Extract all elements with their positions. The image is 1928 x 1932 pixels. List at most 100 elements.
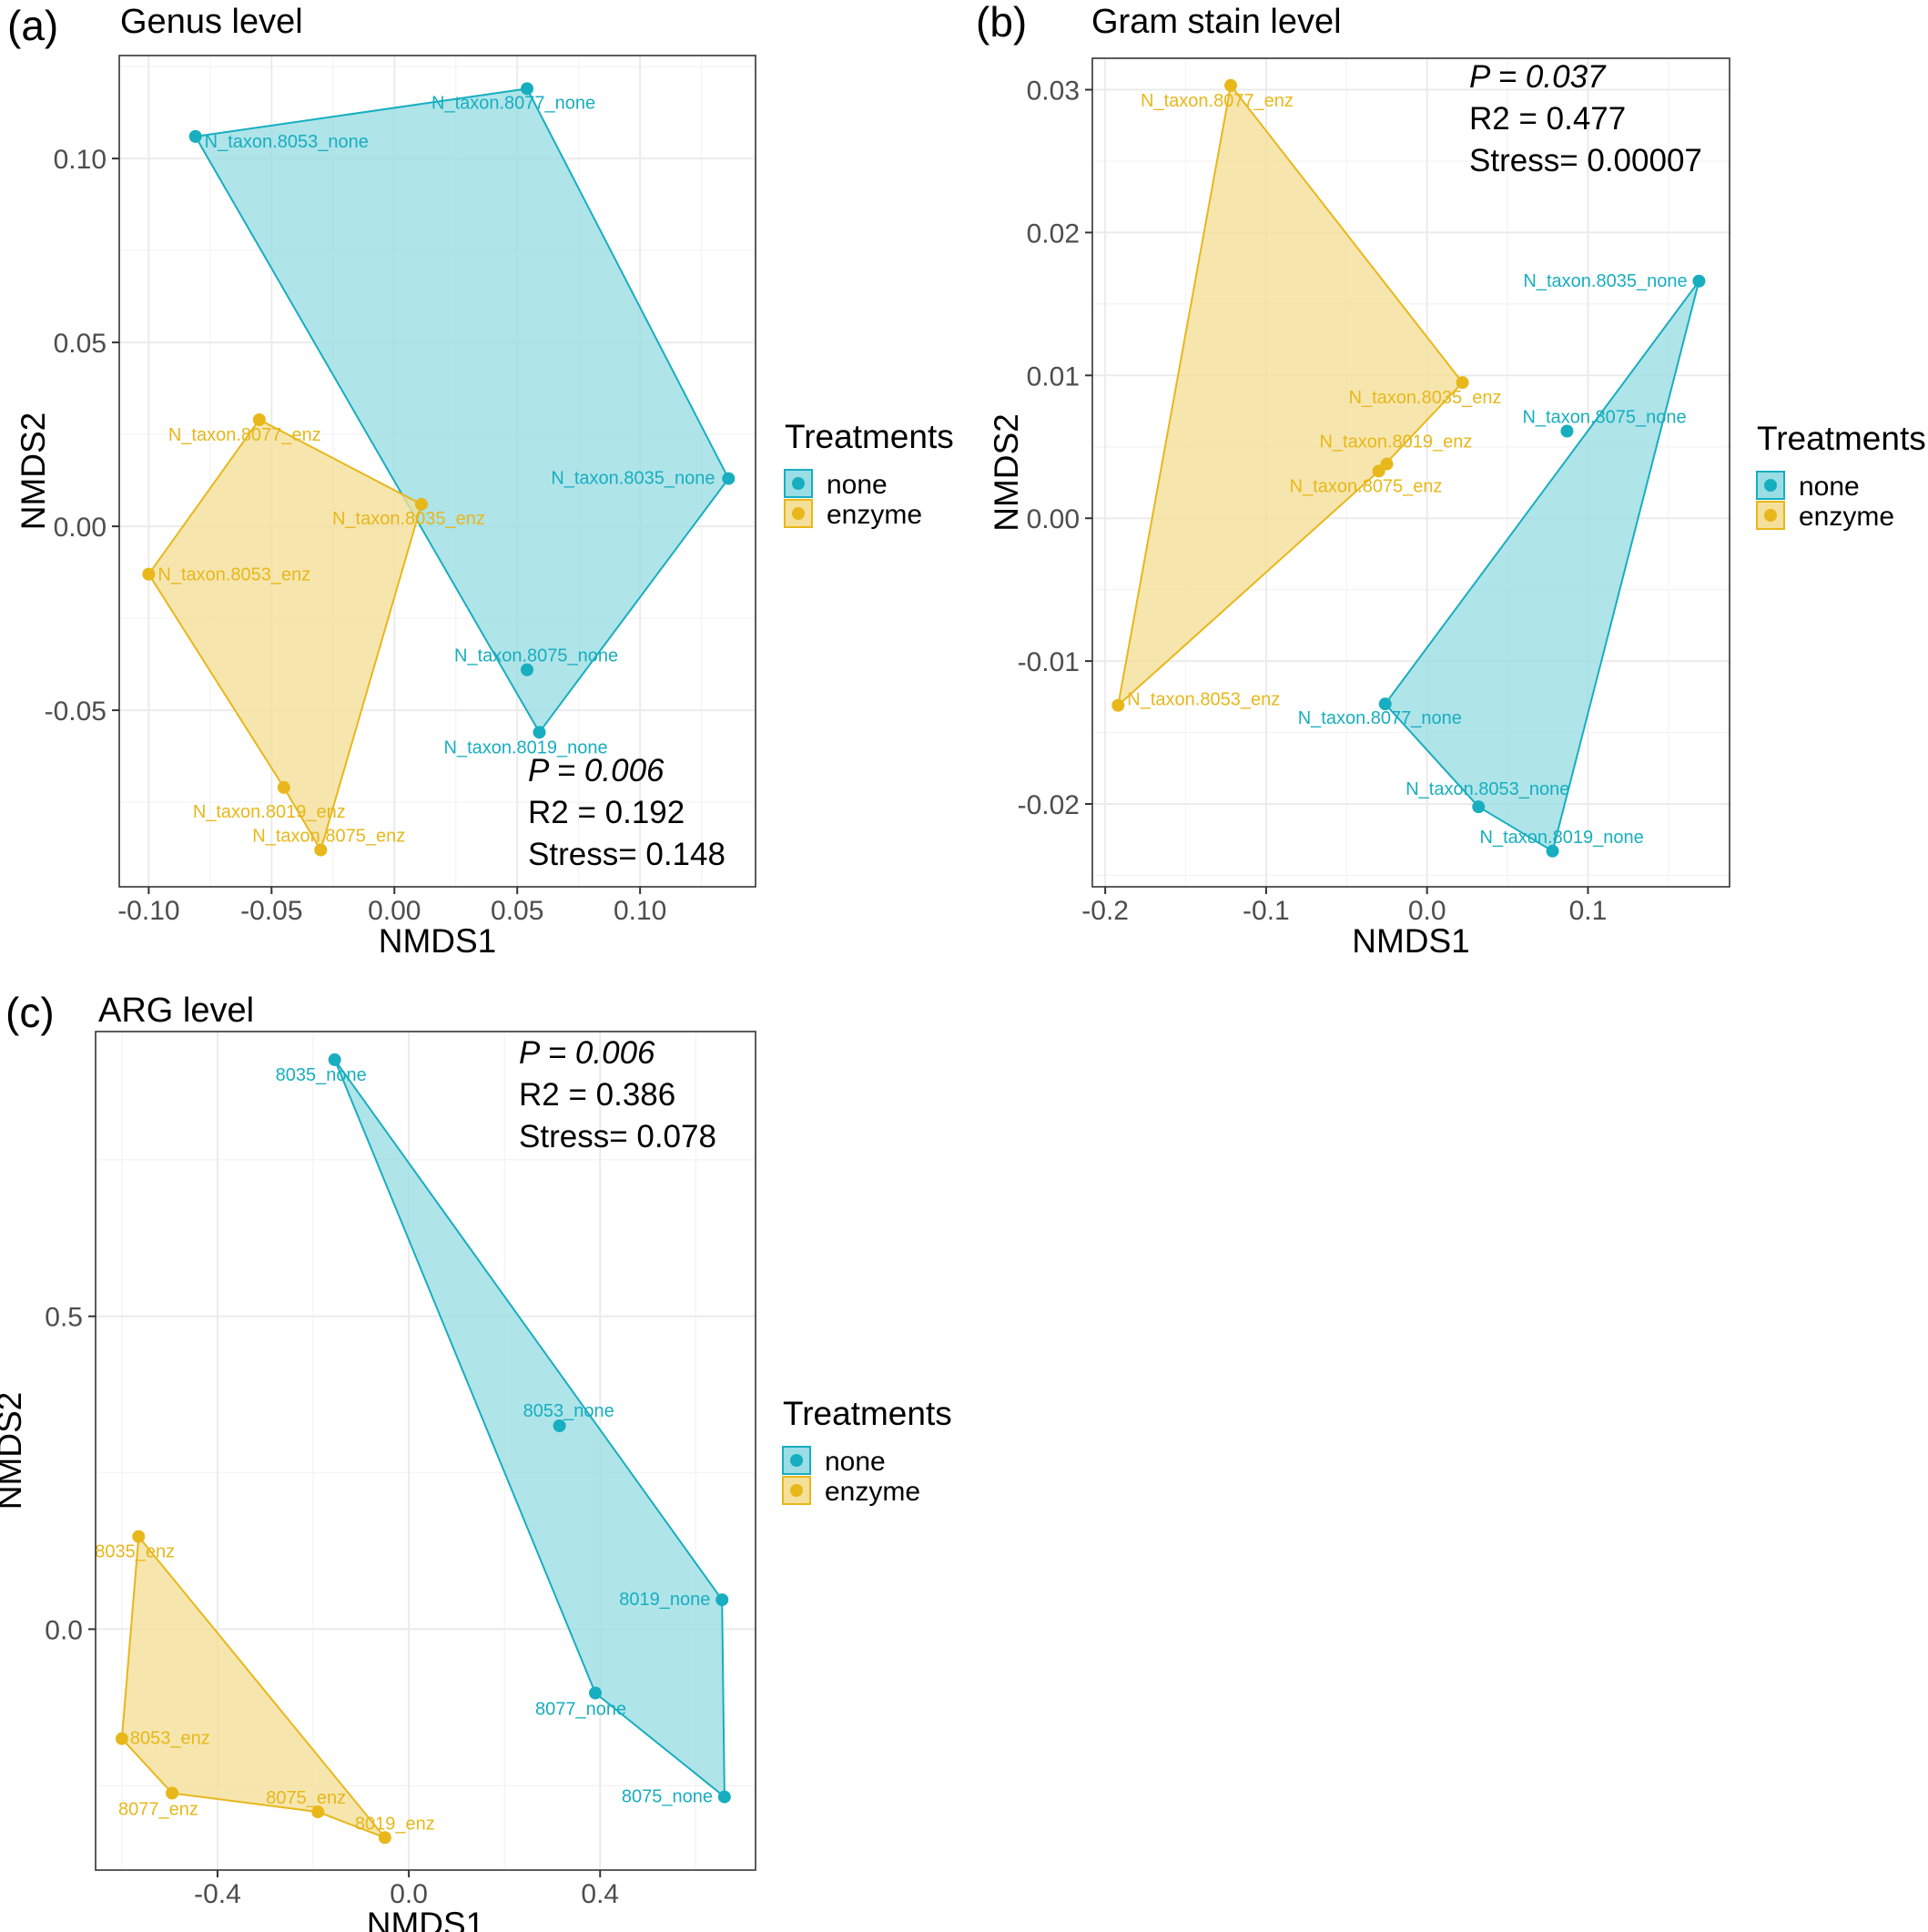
point-label: 8035_enz: [95, 1542, 175, 1562]
data-point-none: [1546, 844, 1559, 858]
point-label: N_taxon.8077_enz: [1141, 91, 1294, 111]
point-label: N_taxon.8019_none: [1480, 828, 1644, 848]
data-point-enzyme: [132, 1530, 146, 1543]
data-point-enzyme: [1372, 464, 1385, 478]
legend-key-dot-none: [792, 477, 805, 490]
plot-border: [95, 1031, 756, 1871]
legend-key-dot-enzyme: [792, 507, 805, 520]
point-label: N_taxon.8075_none: [454, 646, 618, 666]
data-point-enzyme: [142, 567, 156, 581]
data-point-none: [521, 82, 534, 96]
data-point-enzyme: [414, 497, 428, 511]
data-point-none: [715, 1593, 729, 1607]
x-tick-label: -0.2: [1081, 896, 1129, 926]
y-tick-label: 0.10: [54, 145, 107, 175]
x-tick-label: 0.05: [491, 896, 543, 926]
x-tick-label: 0.10: [614, 896, 666, 926]
x-tick-label: -0.05: [240, 896, 302, 926]
point-label: N_taxon.8035_none: [1523, 271, 1687, 291]
point-label: N_taxon.8053_none: [1405, 779, 1569, 799]
point-label: 8053_none: [523, 1401, 614, 1421]
x-tick-label: -0.1: [1243, 896, 1290, 926]
y-axis-title: NMDS2: [15, 412, 52, 531]
legend-label-none: none: [1799, 472, 1860, 502]
y-tick-label: -0.02: [1018, 790, 1080, 820]
stat-r2: R2 = 0.477: [1469, 101, 1626, 137]
data-point-enzyme: [115, 1732, 128, 1745]
data-point-enzyme: [1111, 698, 1125, 712]
nmds-panel-c: (c) ARG level 8035_none 8053_none 8019_none 8…: [0, 989, 952, 1932]
legend-key-dot-none: [1764, 479, 1777, 492]
point-label: 8077_enz: [118, 1799, 198, 1819]
point-label: N_taxon.8035_enz: [332, 509, 485, 529]
panel-letter: (a): [7, 2, 58, 49]
point-label: N_taxon.8019_enz: [193, 802, 346, 822]
x-tick-label: -0.10: [117, 896, 179, 926]
x-tick-label: 0.00: [368, 896, 421, 926]
y-axis-title: NMDS2: [0, 1392, 28, 1510]
point-label: N_taxon.8019_enz: [1319, 432, 1472, 452]
point-label: 8019_none: [619, 1590, 710, 1610]
x-axis-title: NMDS1: [379, 922, 497, 960]
panel-title: Gram stain level: [1091, 3, 1342, 41]
point-label: N_taxon.8077_enz: [168, 425, 321, 445]
data-point-enzyme: [314, 843, 328, 857]
y-tick-label: 0.00: [54, 513, 107, 543]
data-point-none: [589, 1686, 603, 1700]
x-axis-title: NMDS1: [1352, 922, 1470, 960]
stat-stress: Stress= 0.078: [519, 1119, 716, 1154]
nmds-panel-a: (a) Genus level N_taxon.8053_none N_taxon.8…: [7, 2, 954, 960]
legend-label-none: none: [827, 470, 888, 500]
data-point-enzyme: [1456, 376, 1469, 390]
data-point-none: [1472, 800, 1486, 814]
legend-label-enzyme: enzyme: [1799, 502, 1894, 532]
point-label: 8035_none: [276, 1065, 367, 1085]
y-axis-title: NMDS2: [988, 413, 1025, 532]
data-point-none: [1378, 697, 1392, 711]
data-point-none: [521, 663, 534, 676]
point-label: N_taxon.8075_enz: [252, 827, 405, 847]
point-label: 8077_none: [535, 1699, 626, 1719]
y-tick-label: 0.05: [54, 329, 107, 359]
stat-r2: R2 = 0.192: [528, 795, 685, 830]
legend-key-dot-none: [790, 1454, 803, 1467]
legend-title: Treatments: [1757, 420, 1926, 457]
data-point-none: [328, 1052, 341, 1066]
point-label: 8053_enz: [130, 1729, 210, 1749]
stat-p-value: P = 0.037: [1469, 59, 1607, 95]
y-tick-label: 0.5: [45, 1303, 83, 1333]
legend-title: Treatments: [783, 1395, 952, 1432]
panel-title: ARG level: [98, 991, 254, 1030]
point-label: 8019_enz: [355, 1814, 435, 1834]
point-label: N_taxon.8075_none: [1522, 408, 1686, 428]
x-tick-label: 0.1: [1569, 896, 1608, 926]
data-point-enzyme: [166, 1786, 179, 1800]
y-tick-label: -0.05: [45, 697, 107, 727]
y-tick-label: 0.01: [1027, 361, 1080, 391]
data-point-enzyme: [277, 780, 290, 794]
hull-enzyme: [120, 1534, 388, 1840]
data-point-none: [188, 129, 202, 143]
data-point-enzyme: [378, 1831, 391, 1845]
x-tick-label: -0.4: [194, 1879, 241, 1909]
y-tick-label: 0.0: [45, 1615, 83, 1645]
point-label: N_taxon.8077_none: [1298, 708, 1462, 728]
data-point-none: [1560, 424, 1574, 438]
data-point-none: [1692, 274, 1706, 288]
point-label: N_taxon.8035_none: [551, 469, 715, 489]
legend-label-none: none: [825, 1447, 886, 1477]
point-label: N_taxon.8053_none: [205, 132, 369, 152]
point-label: N_taxon.8053_enz: [157, 565, 310, 585]
stat-stress: Stress= 0.148: [528, 837, 726, 872]
plot-border: [1091, 57, 1730, 888]
plot-border: [118, 55, 756, 888]
data-point-none: [533, 726, 546, 739]
x-axis-title: NMDS1: [367, 1906, 485, 1932]
panel-title: Genus level: [120, 3, 303, 41]
nmds-panel-b: (b) Gram stain level N_taxon.8035_none N_ta…: [976, 0, 1926, 960]
x-tick-label: 0.4: [581, 1879, 619, 1909]
